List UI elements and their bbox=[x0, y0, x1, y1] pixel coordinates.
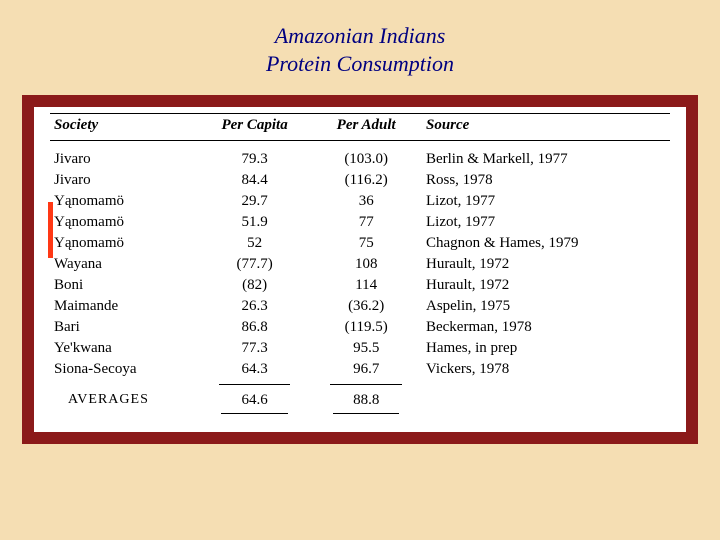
cell-percapita: 84.4 bbox=[199, 170, 311, 191]
cell-peradult: (116.2) bbox=[310, 170, 422, 191]
cell-percapita: 79.3 bbox=[199, 141, 311, 171]
averages-row: AVERAGES 64.6 88.8 bbox=[50, 384, 670, 416]
cell-peradult: (36.2) bbox=[310, 296, 422, 317]
averages-percapita-value: 64.6 bbox=[241, 392, 267, 408]
cell-society: Yąnomamö bbox=[50, 233, 199, 254]
cell-society: Yąnomamö bbox=[50, 212, 199, 233]
table-row: Jivaro 84.4 (116.2) Ross, 1978 bbox=[50, 170, 670, 191]
col-header-percapita: Per Capita bbox=[199, 114, 311, 141]
cell-society: Maimande bbox=[50, 296, 199, 317]
col-header-source: Source bbox=[422, 114, 670, 141]
cell-peradult: 75 bbox=[310, 233, 422, 254]
table-row: Boni (82) 114 Hurault, 1972 bbox=[50, 275, 670, 296]
cell-source: Hurault, 1972 bbox=[422, 275, 670, 296]
cell-source: Lizot, 1977 bbox=[422, 212, 670, 233]
title-line-2: Protein Consumption bbox=[0, 50, 720, 78]
col-header-society: Society bbox=[50, 114, 199, 141]
cell-percapita: 26.3 bbox=[199, 296, 311, 317]
cell-percapita: 86.8 bbox=[199, 317, 311, 338]
cell-percapita: (77.7) bbox=[199, 254, 311, 275]
cell-source: Hames, in prep bbox=[422, 338, 670, 359]
cell-source: Chagnon & Hames, 1979 bbox=[422, 233, 670, 254]
averages-label: AVERAGES bbox=[50, 384, 199, 416]
cell-peradult: 96.7 bbox=[310, 359, 422, 384]
table-row: Yąnomamö 52 75 Chagnon & Hames, 1979 bbox=[50, 233, 670, 254]
cell-percapita: 51.9 bbox=[199, 212, 311, 233]
cell-peradult: 36 bbox=[310, 191, 422, 212]
cell-society: Bari bbox=[50, 317, 199, 338]
averages-peradult-value: 88.8 bbox=[353, 392, 379, 408]
cell-source: Beckerman, 1978 bbox=[422, 317, 670, 338]
cell-source: Vickers, 1978 bbox=[422, 359, 670, 384]
cell-source: Berlin & Markell, 1977 bbox=[422, 141, 670, 171]
cell-source: Aspelin, 1975 bbox=[422, 296, 670, 317]
table-averages: AVERAGES 64.6 88.8 bbox=[50, 384, 670, 416]
cell-society: Boni bbox=[50, 275, 199, 296]
table-row: Jivaro 79.3 (103.0) Berlin & Markell, 19… bbox=[50, 141, 670, 171]
cell-society: Jivaro bbox=[50, 170, 199, 191]
averages-source-blank bbox=[422, 384, 670, 416]
table-row: Yąnomamö 29.7 36 Lizot, 1977 bbox=[50, 191, 670, 212]
cell-percapita: 77.3 bbox=[199, 338, 311, 359]
cell-percapita: 64.3 bbox=[199, 359, 311, 384]
table-row: Wayana (77.7) 108 Hurault, 1972 bbox=[50, 254, 670, 275]
cell-percapita: 52 bbox=[199, 233, 311, 254]
title-line-1: Amazonian Indians bbox=[0, 22, 720, 50]
page-title-block: Amazonian Indians Protein Consumption bbox=[0, 0, 720, 95]
averages-peradult: 88.8 bbox=[310, 384, 422, 416]
cell-society: Ye'kwana bbox=[50, 338, 199, 359]
cell-peradult: (103.0) bbox=[310, 141, 422, 171]
cell-percapita: (82) bbox=[199, 275, 311, 296]
table-header: Society Per Capita Per Adult Source bbox=[50, 114, 670, 141]
averages-percapita: 64.6 bbox=[199, 384, 311, 416]
table-row: Siona-Secoya 64.3 96.7 Vickers, 1978 bbox=[50, 359, 670, 384]
cell-source: Ross, 1978 bbox=[422, 170, 670, 191]
cell-peradult: 95.5 bbox=[310, 338, 422, 359]
cell-peradult: 108 bbox=[310, 254, 422, 275]
cell-source: Hurault, 1972 bbox=[422, 254, 670, 275]
table-row: Ye'kwana 77.3 95.5 Hames, in prep bbox=[50, 338, 670, 359]
table-body: Jivaro 79.3 (103.0) Berlin & Markell, 19… bbox=[50, 141, 670, 385]
cell-peradult: 114 bbox=[310, 275, 422, 296]
cell-society: Jivaro bbox=[50, 141, 199, 171]
table-frame: Society Per Capita Per Adult Source Jiva… bbox=[22, 95, 698, 444]
cell-percapita: 29.7 bbox=[199, 191, 311, 212]
table-row: Maimande 26.3 (36.2) Aspelin, 1975 bbox=[50, 296, 670, 317]
table-row: Bari 86.8 (119.5) Beckerman, 1978 bbox=[50, 317, 670, 338]
col-header-peradult: Per Adult bbox=[310, 114, 422, 141]
cell-society: Siona-Secoya bbox=[50, 359, 199, 384]
cell-society: Wayana bbox=[50, 254, 199, 275]
table-scan: Society Per Capita Per Adult Source Jiva… bbox=[34, 107, 686, 432]
protein-table: Society Per Capita Per Adult Source Jiva… bbox=[50, 113, 670, 416]
cell-society: Yąnomamö bbox=[50, 191, 199, 212]
cell-source: Lizot, 1977 bbox=[422, 191, 670, 212]
table-row: Yąnomamö 51.9 77 Lizot, 1977 bbox=[50, 212, 670, 233]
cell-peradult: (119.5) bbox=[310, 317, 422, 338]
cell-peradult: 77 bbox=[310, 212, 422, 233]
